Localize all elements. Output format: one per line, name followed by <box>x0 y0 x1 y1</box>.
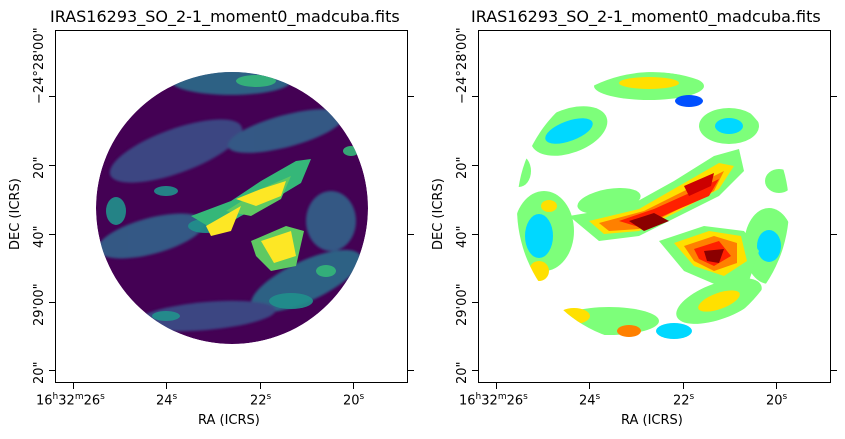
moment0-image-viridis <box>96 72 368 344</box>
ytick-label: 20" <box>455 361 470 384</box>
xtick-mark <box>73 383 74 389</box>
y-axis-label: DEC (ICRS) <box>431 178 446 250</box>
xtick-mark <box>496 383 497 389</box>
image-frame <box>478 30 831 383</box>
ytick-label: 40" <box>32 225 47 248</box>
panel-title: IRAS16293_SO_2-1_moment0_madcuba.fits <box>471 7 821 26</box>
ytick-label: 20" <box>455 156 470 179</box>
xtick-mark <box>166 383 167 389</box>
ytick-mark-right <box>831 234 837 235</box>
ytick-label: 40" <box>455 225 470 248</box>
ytick-mark <box>49 165 55 166</box>
xtick-mark <box>589 383 590 389</box>
ytick-label: −24°28'00" <box>32 27 47 104</box>
ytick-label: 29'00" <box>455 283 470 326</box>
ytick-mark <box>49 370 55 371</box>
x-axis-label: RA (ICRS) <box>621 413 683 428</box>
xtick-mark <box>683 383 684 389</box>
right-panel: IRAS16293_SO_2-1_moment0_madcuba.fits <box>425 0 845 439</box>
xtick-label: 24s <box>156 392 178 409</box>
ytick-mark <box>472 370 478 371</box>
y-axis-label: DEC (ICRS) <box>8 178 23 250</box>
ytick-mark-right <box>831 370 837 371</box>
ytick-mark-right <box>831 96 837 97</box>
ytick-mark <box>472 302 478 303</box>
image-frame <box>55 30 408 383</box>
ytick-mark <box>472 96 478 97</box>
ytick-mark-right <box>408 96 414 97</box>
xtick-mark <box>776 383 777 389</box>
panel-title: IRAS16293_SO_2-1_moment0_madcuba.fits <box>50 7 400 26</box>
ytick-mark <box>49 302 55 303</box>
ytick-label: −24°28'00" <box>455 27 470 104</box>
xtick-label: 22s <box>673 392 695 409</box>
x-axis-label: RA (ICRS) <box>198 413 260 428</box>
ytick-mark <box>49 96 55 97</box>
xtick-mark <box>353 383 354 389</box>
xtick-label: 20s <box>766 392 788 409</box>
ytick-mark <box>472 234 478 235</box>
ytick-label: 20" <box>32 361 47 384</box>
xtick-label: 24s <box>579 392 601 409</box>
xtick-label: 20s <box>343 392 365 409</box>
left-panel: IRAS16293_SO_2-1_moment0_madcuba.fits <box>0 0 420 439</box>
xtick-mark <box>260 383 261 389</box>
xtick-label: 16h32m26s <box>459 392 528 409</box>
ytick-mark-right <box>408 234 414 235</box>
xtick-label: 16h32m26s <box>36 392 105 409</box>
xtick-label: 22s <box>250 392 272 409</box>
moment0-image-jet <box>517 72 789 339</box>
ytick-mark <box>472 165 478 166</box>
ytick-label: 20" <box>32 156 47 179</box>
ytick-mark-right <box>408 370 414 371</box>
ytick-mark <box>49 234 55 235</box>
ytick-label: 29'00" <box>32 283 47 326</box>
